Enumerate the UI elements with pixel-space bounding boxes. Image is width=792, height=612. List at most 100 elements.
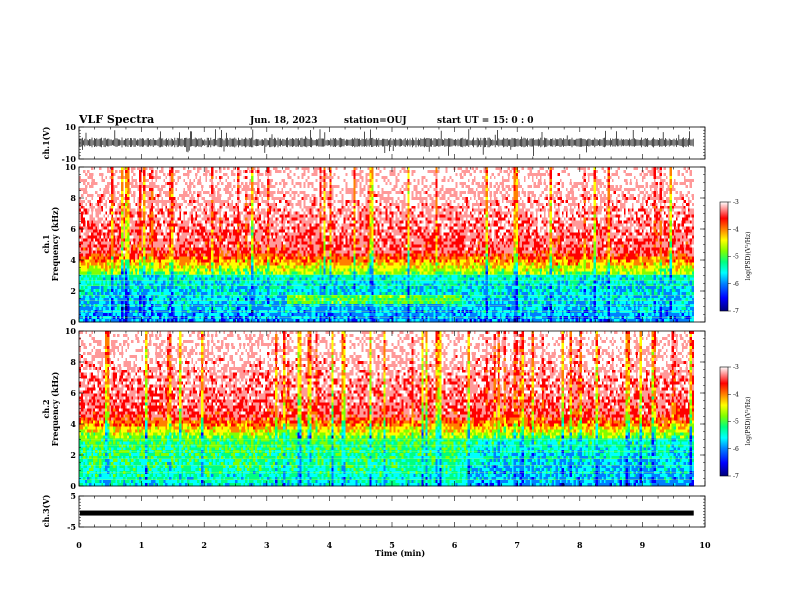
ch2-spectrogram-cells (427, 420, 664, 424)
ch2-spectrogram-cells (85, 432, 690, 436)
ch1-spectrogram-cells (79, 167, 694, 171)
ch1-spectrogram-cells (407, 190, 410, 195)
time-tick-label: 2 (201, 540, 207, 550)
ch1-spectrogram-cells (87, 271, 694, 275)
ch2-spectrogram-cells (369, 339, 372, 344)
ch2-spectrogram-cells (169, 363, 693, 368)
ch2-spectrogram-cells (79, 360, 694, 365)
ch1-spectrogram-cells (111, 280, 692, 284)
ch1-spectrogram-cells (81, 214, 694, 218)
ch1-spectrogram-ytick-label: 10 (65, 162, 77, 172)
ch1-spectrogram-cells (79, 223, 694, 227)
ch2-spectrogram-cells (81, 453, 468, 457)
ch2-spectrogram-cells (201, 417, 654, 421)
ch2-spectrogram-cells (81, 414, 688, 418)
ch1-spectrogram-cells (89, 256, 670, 260)
time-tick-label: 7 (514, 540, 520, 550)
ch2-spectrogram-cells (107, 369, 674, 374)
ch1-spectrogram-ytick-label: 6 (70, 224, 76, 234)
ch2-spectrogram-cells (85, 429, 688, 433)
ch2-spectrogram-cells (105, 468, 692, 472)
ch2-spectrogram-cells (87, 375, 690, 379)
ch1-colorbar-tick-label: -3 (733, 199, 739, 206)
ch1-spectrogram-cells (129, 298, 689, 302)
ch2-spectrogram-ytick-label: 10 (65, 326, 77, 336)
ch2-spectrogram-cells (87, 444, 670, 448)
ch1-spectrogram-cells (83, 253, 694, 257)
ch2-spectrogram-cells (79, 348, 694, 353)
station-label: station=OUJ (344, 116, 407, 126)
ch1-spectrogram-cells (111, 220, 596, 224)
ch2-spectrogram-cells (89, 468, 452, 472)
ch2-spectrogram-cells (81, 420, 694, 424)
ch1-spectrogram-cells (111, 172, 662, 177)
ch2-spectrogram-cells (79, 387, 690, 391)
ch2-spectrogram-cells (81, 399, 694, 403)
ch3-waveform-ytick-label: 5 (70, 491, 76, 501)
ch1-spectrogram-cells (79, 208, 690, 213)
ch1-spectrogram-cells (83, 214, 684, 218)
ch2-spectrogram-cells (81, 336, 694, 341)
ch1-spectrogram-cells (79, 292, 692, 296)
ch1-spectrogram-ylabel: ch.1 Frequency (kHz) (41, 206, 60, 281)
ch2-spectrogram-cells (79, 384, 674, 388)
ch1-spectrogram-cells (251, 226, 254, 230)
ch1-spectrogram-cells (81, 223, 692, 227)
ch2-spectrogram-cells (159, 402, 677, 406)
ch1-spectrogram-cells (125, 214, 518, 218)
ch3-waveform-ylabel: ch.3(V) (41, 494, 51, 527)
ch2-colorbar: log(PSD)(V²/Hz) -3 -4 -5 -6 -7 (719, 364, 752, 480)
ch1-spectrogram-cells (91, 253, 686, 257)
ch1-colorbar-tick-label: -4 (733, 226, 739, 233)
ch2-spectrogram-cells (105, 360, 654, 365)
ch1-spectrogram-cells (81, 229, 692, 233)
ch1-spectrogram-cells (85, 172, 692, 177)
ch2-spectrogram-image (79, 331, 695, 487)
ch2-spectrogram-cells (145, 450, 687, 454)
ch2-spectrogram-cells (79, 393, 690, 397)
ch2-spectrogram-cells (83, 453, 684, 457)
ch1-spectrogram-cells (669, 199, 672, 204)
ch1-spectrogram-cells (89, 250, 692, 254)
ch1-spectrogram-cells (85, 184, 692, 189)
ch2-spectrogram-cells (79, 331, 686, 335)
ch1-spectrogram-cells (107, 271, 692, 275)
ch2-colorbar-tick-label: -5 (733, 419, 739, 426)
ch1-spectrogram-cells (83, 319, 690, 323)
ch2-spectrogram-ytick-label: 8 (70, 357, 76, 367)
ch1-spectrogram-image (79, 167, 695, 323)
ch1-spectrogram-cells (87, 178, 684, 183)
time-tick-label: 3 (264, 540, 270, 550)
ch2-colorbar-gradient (719, 366, 729, 477)
ch2-spectrogram-cells (83, 390, 694, 394)
ch2-spectrogram-cells (103, 414, 694, 418)
ch1-spectrogram-cells (81, 193, 694, 198)
ch3-waveform-signal (80, 510, 694, 516)
ch1-spectrogram-cells (79, 259, 690, 263)
ch1-spectrogram-cells (111, 232, 662, 236)
observation-date: Jun. 18, 2023 (249, 116, 317, 126)
ch1-spectrogram-cells (81, 286, 686, 290)
ch1-colorbar-tick-label: -6 (733, 281, 739, 288)
ch2-spectrogram-cells (83, 420, 686, 424)
ch2-spectrogram-cells (83, 459, 688, 463)
ch1-spectrogram-cells (111, 235, 596, 239)
ch1-spectrogram-cells (287, 301, 454, 305)
ch1-spectrogram-cells (87, 187, 694, 192)
ch2-spectrogram-cells (79, 453, 694, 457)
ch2-spectrogram-ytick-label: 6 (70, 388, 76, 398)
ch2-spectrogram-cells (85, 426, 694, 430)
ch1-spectrogram-cells (79, 244, 690, 248)
ch1-spectrogram-cells (79, 178, 694, 183)
ch1-spectrogram-cells (669, 241, 672, 245)
ch1-spectrogram-cells (331, 301, 342, 305)
ch2-spectrogram-cells (93, 390, 684, 394)
ch1-spectrogram-cells (79, 214, 692, 218)
ch1-spectrogram-ytick-label: 4 (70, 255, 76, 265)
ch1-spectrogram-cells (143, 247, 596, 251)
ch2-spectrogram-cells (83, 447, 466, 451)
ch2-colorbar-tick-label: -3 (733, 364, 739, 371)
ch2-spectrogram-cells (297, 399, 300, 403)
ch1-spectrogram-cells (251, 172, 410, 177)
ch2-spectrogram-cells (651, 396, 654, 400)
